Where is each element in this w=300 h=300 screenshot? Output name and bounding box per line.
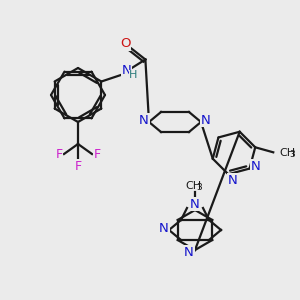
- Text: N: N: [227, 174, 237, 187]
- Text: 3: 3: [289, 150, 295, 159]
- Text: F: F: [93, 148, 100, 160]
- Text: N: N: [201, 113, 211, 127]
- Text: N: N: [122, 64, 131, 77]
- Text: N: N: [190, 197, 200, 211]
- Text: N: N: [139, 113, 149, 127]
- Text: 3: 3: [196, 182, 202, 191]
- Text: H: H: [129, 70, 138, 80]
- Text: N: N: [184, 245, 194, 259]
- Text: CH: CH: [279, 148, 296, 158]
- Text: F: F: [56, 148, 63, 160]
- Text: N: N: [251, 160, 260, 173]
- Text: O: O: [120, 37, 130, 50]
- Text: CH: CH: [185, 181, 201, 191]
- Text: F: F: [74, 160, 82, 172]
- Text: N: N: [159, 221, 169, 235]
